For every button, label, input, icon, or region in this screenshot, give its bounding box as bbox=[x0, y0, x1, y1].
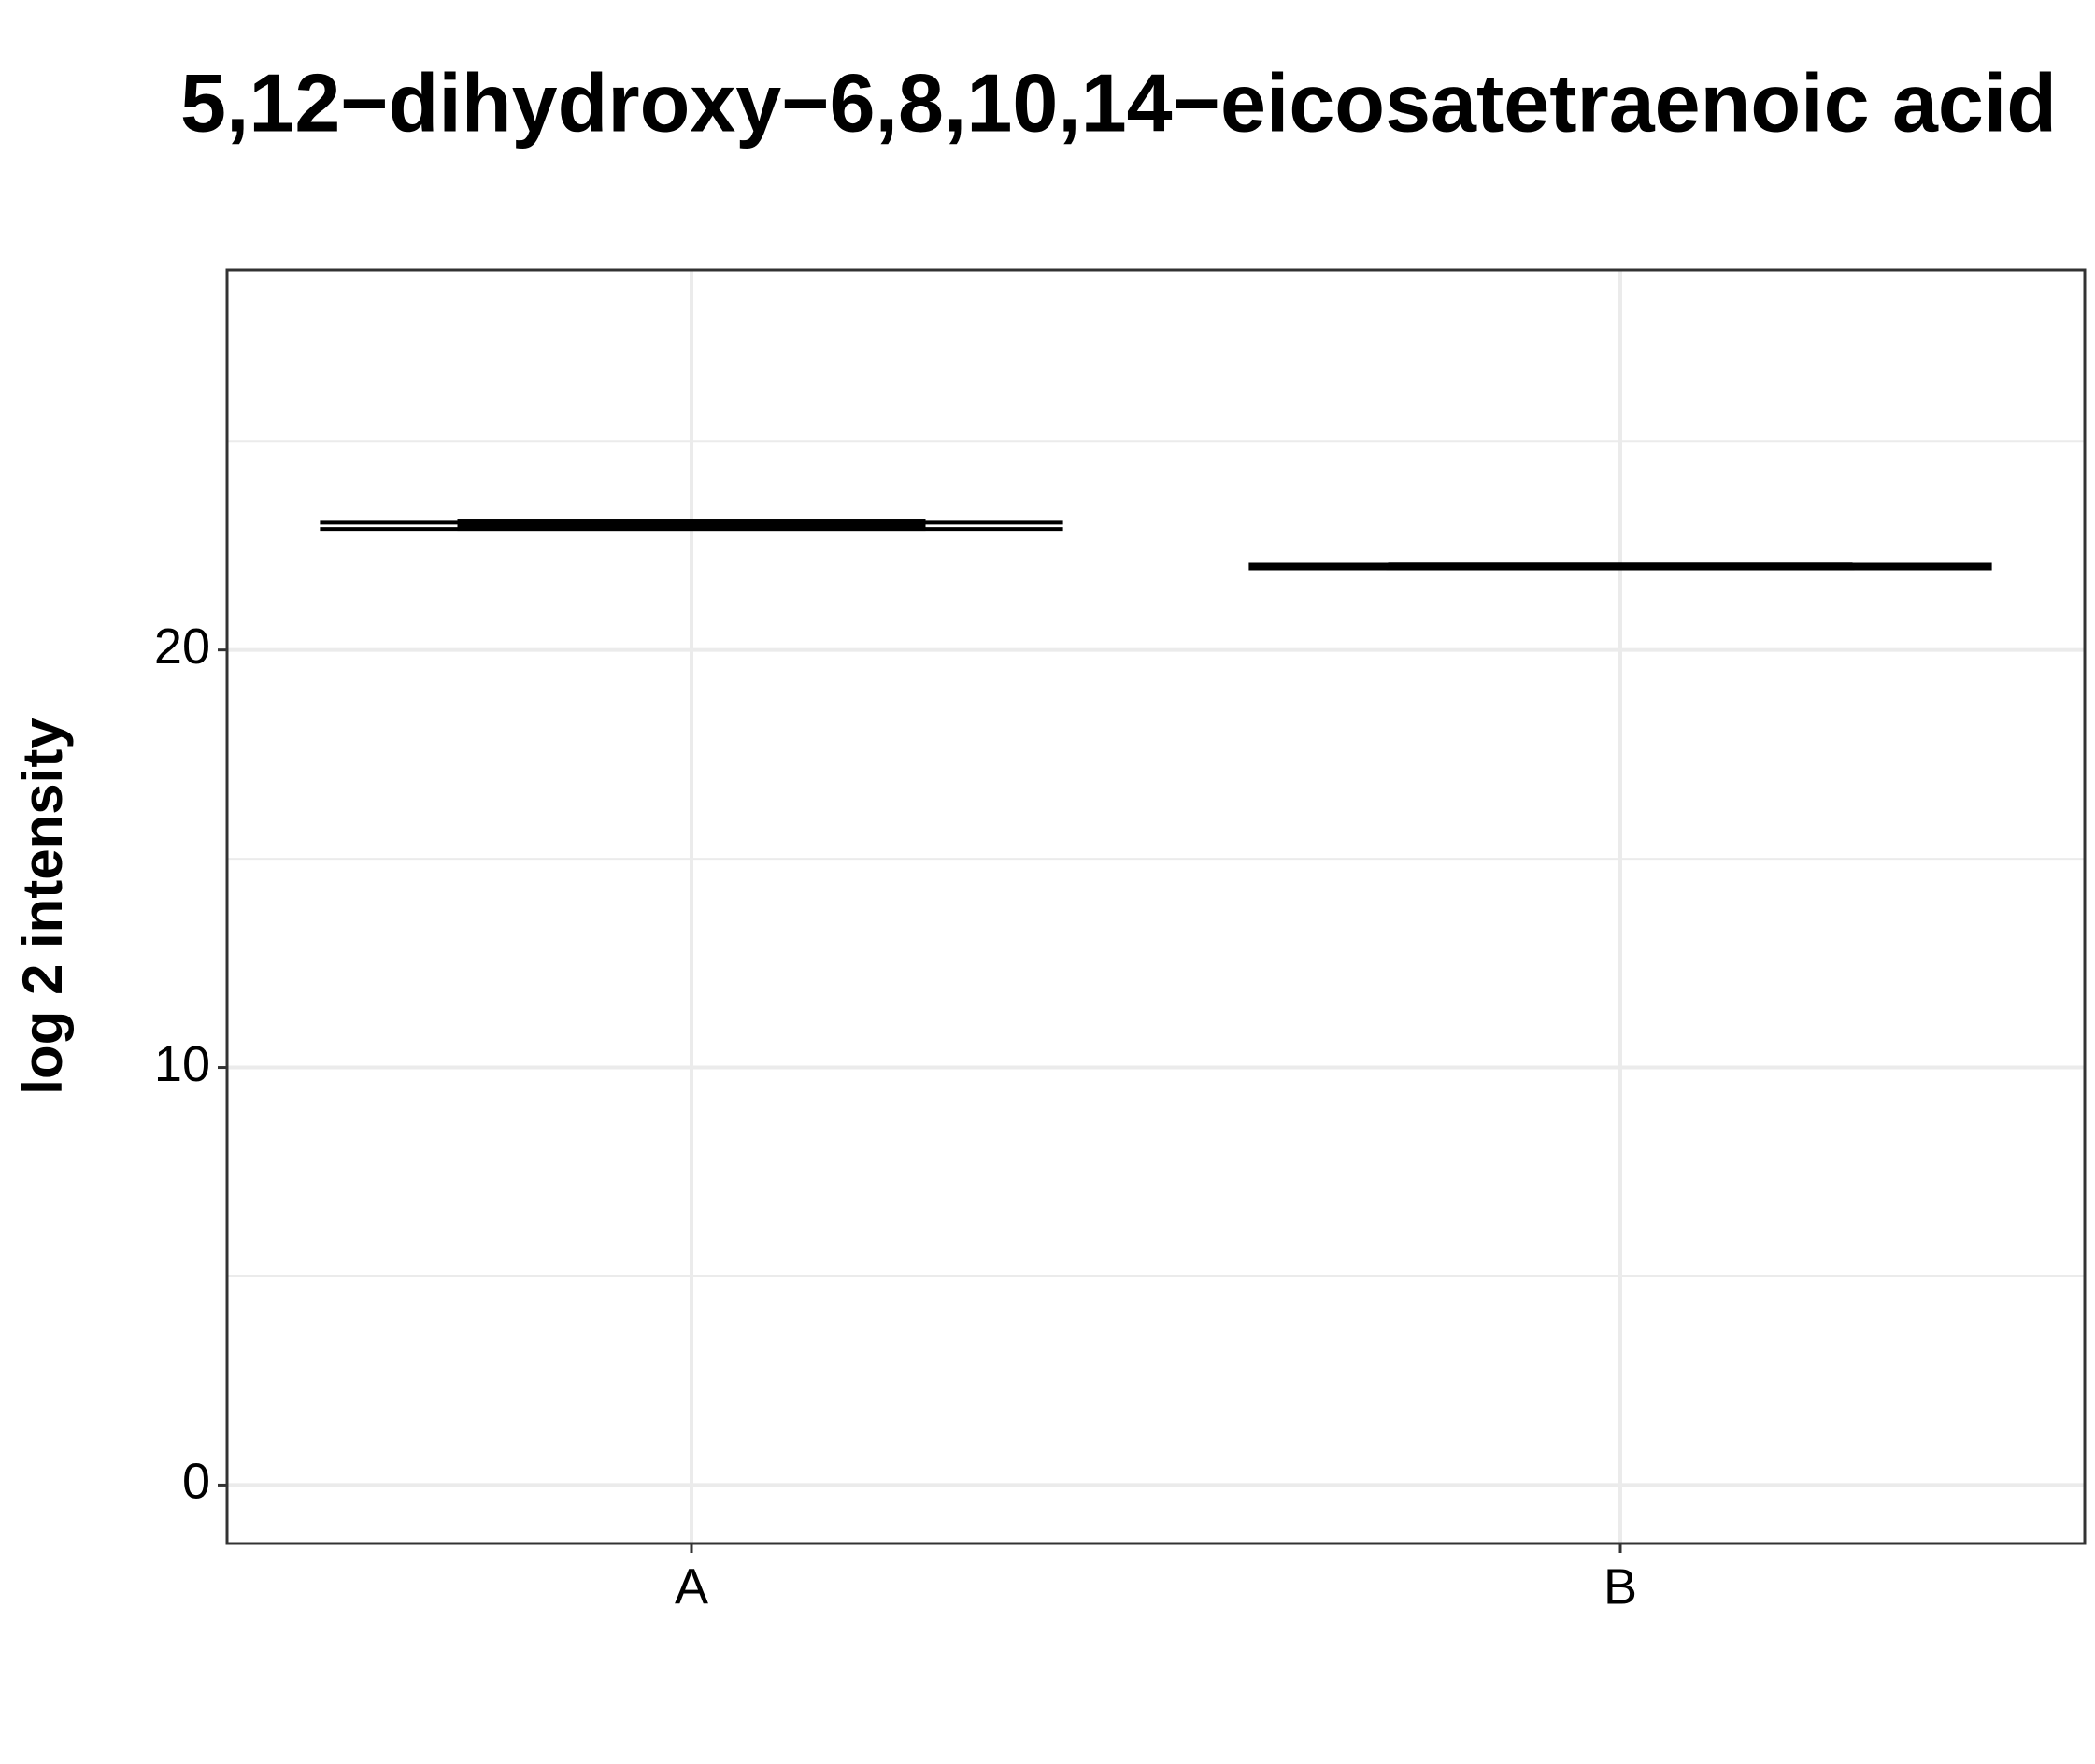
x-tick-label: B bbox=[1603, 1558, 1637, 1615]
y-tick-label: 10 bbox=[154, 1036, 210, 1092]
y-tick-label: 0 bbox=[182, 1454, 210, 1510]
chart-title: 5,12−dihydroxy−6,8,10,14−eicosatetraenoi… bbox=[180, 56, 2057, 149]
y-tick-label: 20 bbox=[154, 619, 210, 675]
y-axis-label: log 2 intensity bbox=[11, 718, 74, 1095]
plot-border bbox=[225, 268, 2087, 1545]
x-tick-label: A bbox=[675, 1558, 708, 1615]
